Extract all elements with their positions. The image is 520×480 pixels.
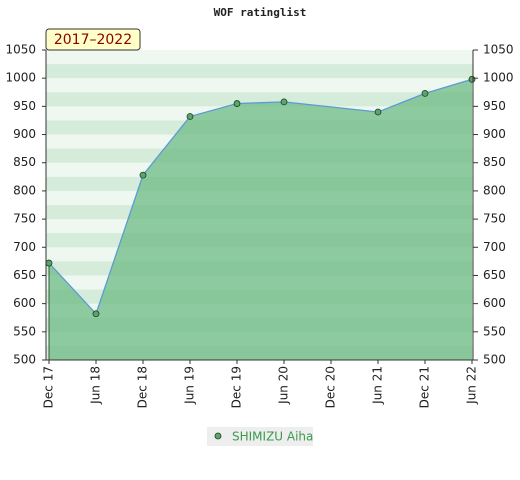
y-tick-label: 1050	[5, 43, 36, 57]
x-tick-label: Dec 18	[136, 366, 150, 408]
y-tick-label: 700	[13, 240, 36, 254]
x-tick-label: Dec 19	[230, 366, 244, 408]
chart-title: WOF ratinglist	[214, 6, 307, 19]
annotation-box	[45, 28, 141, 51]
y-tick-label: 850	[13, 155, 36, 169]
x-tick-label: Jun 18	[89, 366, 103, 405]
marker	[92, 310, 100, 318]
y2-tick-label: 1050	[483, 43, 514, 57]
y2-tick-label: 900	[483, 127, 506, 141]
y2-tick-label: 800	[483, 183, 506, 197]
y2-tick-label: 1000	[483, 71, 514, 85]
y-tick-label: 1000	[5, 71, 36, 85]
marker	[45, 259, 53, 267]
plot	[45, 75, 476, 361]
y2-tick-label: 650	[483, 268, 506, 282]
marker	[374, 108, 382, 116]
legend-label: SHIMIZU Aiha	[232, 430, 313, 444]
y-tick-label: 900	[13, 127, 36, 141]
background-stripe	[46, 64, 473, 79]
marker	[139, 171, 147, 179]
legend-marker	[214, 432, 222, 440]
y2-tick-label: 750	[483, 212, 506, 226]
y-tick-label: 650	[13, 268, 36, 282]
x-tick-label: Jun 20	[277, 366, 291, 405]
y2-tick-label: 950	[483, 99, 506, 113]
marker	[280, 98, 288, 106]
y-tick-label: 550	[13, 324, 36, 338]
y-tick-label: 600	[13, 296, 36, 310]
area	[49, 79, 472, 361]
background-stripe	[46, 78, 473, 93]
y-tick-label: 750	[13, 212, 36, 226]
y-tick-label: 500	[13, 353, 36, 367]
y-tick-label: 950	[13, 99, 36, 113]
y-tick-label: 800	[13, 183, 36, 197]
marker	[468, 75, 476, 83]
y2-tick-label: 700	[483, 240, 506, 254]
x-tick-label: Dec 17	[42, 366, 56, 408]
background-stripe	[46, 92, 473, 107]
x-tick-label: Jun 21	[371, 366, 385, 405]
x-tick-label: Dec 21	[418, 366, 432, 408]
x-tick-label: Jun 19	[183, 366, 197, 405]
y2-tick-label: 550	[483, 324, 506, 338]
marker	[421, 90, 429, 97]
y2-tick-label: 850	[483, 155, 506, 169]
annotation: 2017–2022	[54, 32, 132, 48]
marker	[186, 113, 194, 120]
legend-box	[207, 427, 313, 446]
marker	[233, 100, 241, 107]
y2-tick-label: 600	[483, 296, 506, 310]
x-tick-label: Dec 20	[324, 366, 338, 408]
y2-tick-label: 500	[483, 353, 506, 367]
x-tick-label: Jun 22	[465, 366, 479, 405]
background-stripe	[46, 50, 473, 65]
